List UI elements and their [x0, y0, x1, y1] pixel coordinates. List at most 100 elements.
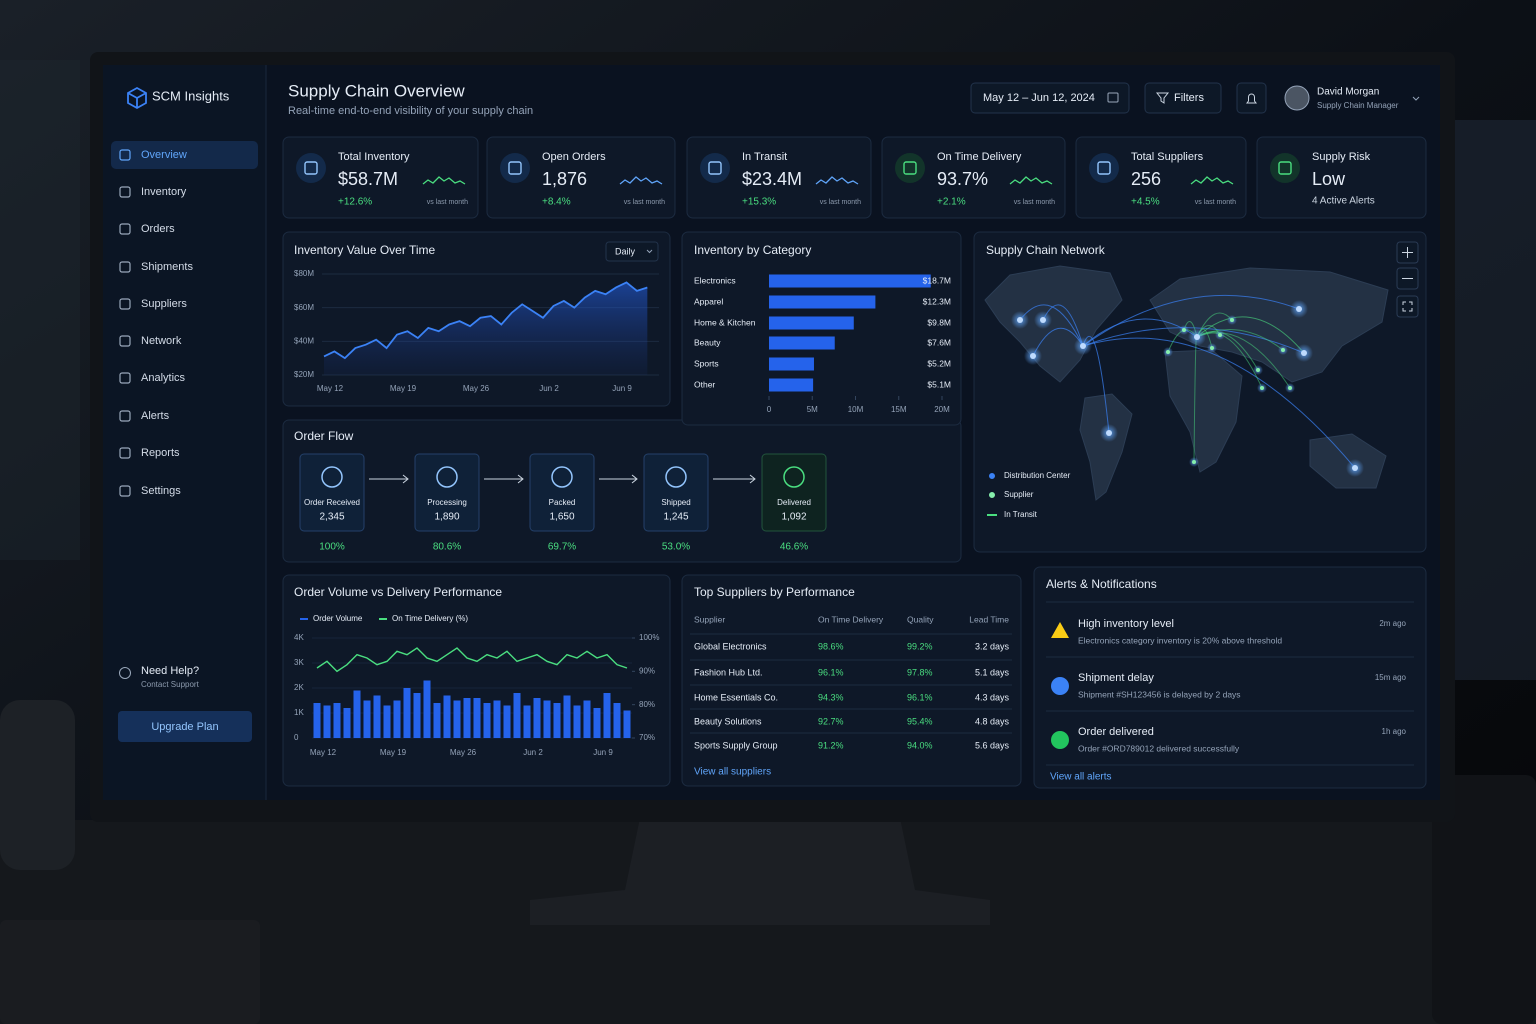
- sparkline: [619, 176, 663, 185]
- column-header: On Time Delivery: [818, 614, 884, 624]
- kpi-icon: [1278, 161, 1292, 175]
- bar: [393, 700, 401, 738]
- bar: [769, 316, 854, 330]
- bar: [313, 703, 321, 738]
- x-tick-label: Jun 2: [539, 384, 559, 393]
- bar: [523, 705, 531, 738]
- nav-item[interactable]: Overview: [141, 149, 187, 161]
- legend-label: Supplier: [1004, 490, 1034, 499]
- bar: [603, 693, 611, 738]
- sparkline: [1190, 176, 1234, 185]
- table-cell: 94.0%: [907, 740, 933, 750]
- supplier-node: [1182, 328, 1186, 332]
- kpi-label: Open Orders: [542, 151, 606, 163]
- value-label: $18.7M: [923, 275, 951, 285]
- nav-item[interactable]: Settings: [141, 485, 181, 497]
- bar: [333, 703, 341, 738]
- distribution-node: [1106, 430, 1112, 436]
- notebook: [0, 920, 260, 1024]
- category-label: Beauty: [694, 337, 721, 347]
- stage-rate: 80.6%: [433, 542, 461, 553]
- bar: [583, 700, 591, 738]
- supplier-node: [1230, 318, 1234, 322]
- map-control[interactable]: [1396, 295, 1419, 318]
- stage-icon: [436, 466, 458, 488]
- table-cell: 92.7%: [818, 716, 844, 726]
- filters-button[interactable]: [1144, 82, 1222, 114]
- nav-item[interactable]: Shipments: [141, 261, 193, 273]
- filters-label[interactable]: Filters: [1174, 92, 1204, 104]
- nav-item[interactable]: Orders: [141, 223, 175, 235]
- nav-item[interactable]: Reports: [141, 447, 180, 459]
- stage-count: 1,650: [549, 512, 574, 523]
- continent: [1309, 433, 1387, 489]
- stage-label: Processing: [427, 498, 467, 507]
- granularity-select[interactable]: [605, 241, 659, 262]
- alert-time: 1h ago: [1382, 727, 1407, 736]
- bar: [423, 680, 431, 738]
- kpi-note: vs last month: [427, 199, 468, 206]
- legend-label: Distribution Center: [1004, 471, 1071, 480]
- help-title[interactable]: Need Help?: [141, 665, 199, 677]
- supplier-node: [1288, 386, 1292, 390]
- view-all-link[interactable]: View all suppliers: [694, 767, 771, 778]
- nav-icon: [119, 335, 131, 347]
- table-cell: 4.8 days: [975, 716, 1010, 726]
- kpi-label: Total Suppliers: [1131, 151, 1204, 163]
- page-subtitle: Real-time end-to-end visibility of your …: [288, 105, 533, 117]
- y-tick-label: 2K: [294, 683, 304, 692]
- x-tick-label: May 19: [390, 384, 417, 393]
- table-cell: 98.6%: [818, 641, 844, 651]
- table-cell: 99.2%: [907, 641, 933, 651]
- kpi-card: [1256, 136, 1427, 219]
- bar: [613, 703, 621, 738]
- x-tick-label: Jun 9: [593, 748, 613, 757]
- y-tick-label: 0: [294, 733, 299, 742]
- category-label: Sports: [694, 358, 719, 368]
- table-cell: 91.2%: [818, 740, 844, 750]
- chart-title: Order Volume vs Delivery Performance: [294, 585, 502, 599]
- route: [1196, 328, 1284, 351]
- nav-item[interactable]: Analytics: [141, 372, 186, 384]
- flow-arrow: [599, 474, 638, 484]
- bar: [443, 695, 451, 738]
- monitor-stand: [530, 818, 990, 925]
- nav-item[interactable]: Inventory: [141, 186, 187, 198]
- kpi-icon: [304, 161, 318, 175]
- date-picker[interactable]: [970, 82, 1130, 114]
- table-cell: 94.3%: [818, 692, 844, 702]
- logo-icon: [127, 86, 147, 110]
- upgrade-label[interactable]: Upgrade Plan: [151, 721, 218, 733]
- alert-icon: [1051, 677, 1069, 695]
- granularity-label[interactable]: Daily: [615, 246, 636, 256]
- kpi-icon: [903, 161, 917, 175]
- continent: [1164, 349, 1243, 473]
- alert-title: High inventory level: [1078, 618, 1174, 630]
- table-cell: 5.6 days: [975, 740, 1010, 750]
- nav-icon: [119, 372, 131, 384]
- nav-item[interactable]: Alerts: [141, 410, 170, 422]
- upgrade-button[interactable]: [118, 711, 252, 742]
- alerts-panel: [1033, 566, 1427, 789]
- value-label: $12.3M: [923, 296, 951, 306]
- stage-rate: 100%: [319, 542, 345, 553]
- distribution-node: [1030, 353, 1036, 359]
- nav-item[interactable]: Network: [141, 335, 182, 347]
- y-tick-label: $60M: [294, 303, 314, 312]
- view-all-link[interactable]: View all alerts: [1050, 772, 1112, 783]
- bar: [513, 693, 521, 738]
- distribution-node: [1352, 465, 1358, 471]
- kpi-label: Supply Risk: [1312, 151, 1371, 163]
- help-icon: [119, 667, 131, 679]
- calendar-icon: [1107, 92, 1119, 103]
- stage-icon: [321, 466, 343, 488]
- user-name: David Morgan: [1317, 87, 1379, 98]
- sidebar: [103, 65, 266, 800]
- notification-button[interactable]: [1236, 82, 1267, 114]
- route: [1196, 316, 1305, 354]
- kpi-change: +8.4%: [542, 197, 571, 208]
- nav-item[interactable]: Suppliers: [141, 298, 187, 310]
- bell-icon: [1246, 93, 1257, 104]
- bar: [343, 708, 351, 738]
